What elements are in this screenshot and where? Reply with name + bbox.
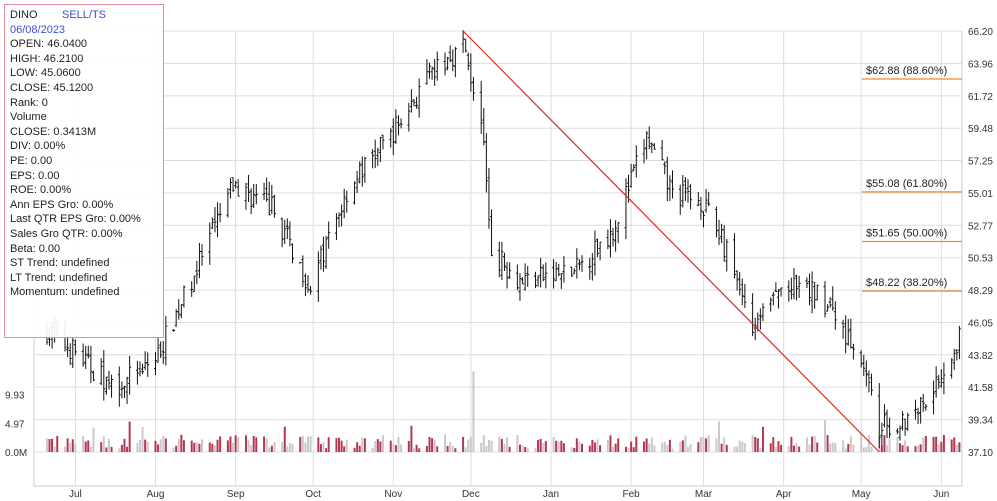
info-pe: PE: 0.00	[10, 154, 53, 167]
info-beta: Beta: 0.00	[10, 242, 61, 255]
month-tick-label: Dec	[462, 489, 480, 500]
info-lt-trend: LT Trend: undefined	[10, 271, 108, 284]
ticker-symbol: DINO	[10, 9, 38, 21]
fib-level-label: $55.08 (61.80%)	[866, 178, 947, 190]
volume-tick-label: 0.0M	[5, 448, 27, 459]
info-panel: DINO SELL/TS 06/08/2023 OPEN: 46.0400 HIG…	[4, 4, 164, 338]
plot-area	[33, 30, 963, 487]
price-tick-label: 39.34	[968, 416, 993, 427]
price-tick-label: 37.10	[968, 448, 993, 459]
info-st-trend: ST Trend: undefined	[10, 257, 110, 270]
trendline	[462, 30, 880, 453]
signal-label: SELL/TS	[62, 9, 107, 21]
month-tick-label: Sep	[227, 489, 245, 500]
fib-level-label: $48.22 (38.20%)	[866, 277, 947, 289]
month-tick-label: Nov	[384, 489, 402, 500]
info-volume-label: Volume	[10, 111, 47, 124]
month-tick-label: Apr	[776, 489, 792, 500]
info-close: CLOSE: 45.1200	[10, 81, 94, 94]
info-open: OPEN: 46.0400	[10, 38, 88, 51]
month-tick-label: Jun	[933, 489, 949, 500]
info-momentum: Momentum: undefined	[10, 286, 120, 299]
price-tick-label: 57.25	[968, 156, 993, 167]
month-tick-label: Jul	[69, 489, 82, 500]
fib-level-label: $51.65 (50.00%)	[866, 228, 947, 240]
month-tick-label: May	[852, 489, 871, 500]
price-tick-label: 66.20	[968, 27, 993, 38]
month-tick-label: Aug	[147, 489, 165, 500]
volume-tick-label: 9.93	[5, 391, 25, 402]
info-ann-eps-gro: Ann EPS Gro: 0.00%	[10, 198, 114, 211]
info-sales-gro-qtr: Sales Gro QTR: 0.00%	[10, 227, 123, 240]
info-rank: Rank: 0	[10, 96, 48, 109]
month-tick-label: Oct	[305, 489, 321, 500]
info-high: HIGH: 46.2100	[10, 52, 84, 65]
price-tick-label: 59.48	[968, 124, 993, 135]
price-tick-label: 46.05	[968, 319, 993, 330]
month-tick-label: Jan	[543, 489, 559, 500]
info-last-qtr-eps-gro: Last QTR EPS Gro: 0.00%	[10, 213, 141, 226]
info-roe: ROE: 0.00%	[10, 184, 72, 197]
price-tick-label: 55.01	[968, 189, 993, 200]
info-date: 06/08/2023	[10, 23, 66, 36]
price-tick-label: 63.96	[968, 59, 993, 70]
price-tick-label: 50.53	[968, 254, 993, 265]
price-tick-label: 48.29	[968, 286, 993, 297]
price-tick-label: 41.58	[968, 383, 993, 394]
info-volume-close: CLOSE: 0.3413M	[10, 125, 97, 138]
fib-level-label: $62.88 (88.60%)	[866, 65, 947, 77]
price-tick-label: 52.77	[968, 221, 993, 232]
info-div: DIV: 0.00%	[10, 140, 66, 153]
price-tick-label: 61.72	[968, 92, 993, 103]
month-tick-label: Feb	[623, 489, 641, 500]
volume-tick-label: 4.97	[5, 419, 25, 430]
info-eps: EPS: 0.00	[10, 169, 60, 182]
price-tick-label: 43.82	[968, 351, 993, 362]
month-tick-label: Mar	[695, 489, 713, 500]
info-low: LOW: 45.0600	[10, 67, 81, 80]
info-ticker-row: DINO SELL/TS	[10, 8, 158, 23]
